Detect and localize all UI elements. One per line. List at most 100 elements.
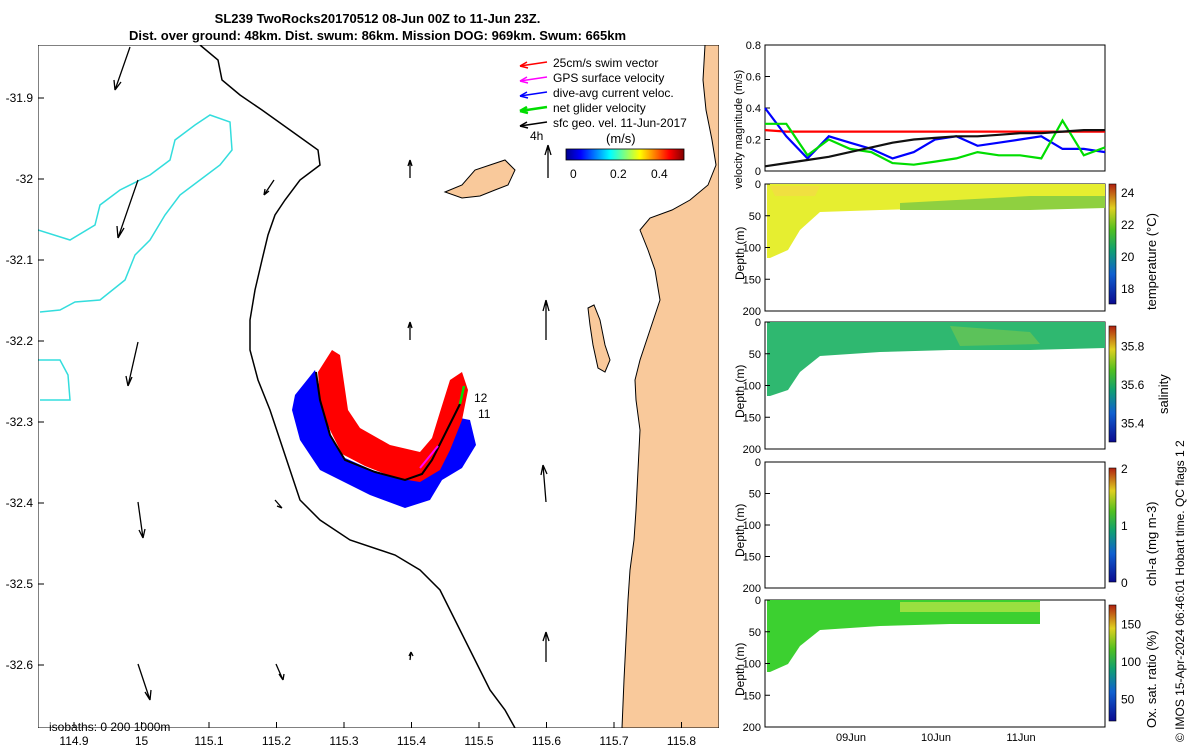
- colorbar-tick-label: 18: [1121, 282, 1135, 296]
- colorbar-tick-1: 0.2: [610, 167, 627, 181]
- colorbar-tick-0: 0: [570, 167, 577, 181]
- depth-tick-label: 150: [743, 274, 761, 286]
- imos-stamp: © IMOS 15-Apr-2024 06:46:01 Hobart time.…: [1173, 440, 1187, 742]
- legend-label: net glider velocity: [553, 101, 646, 115]
- glider-track: [315, 371, 461, 482]
- legend-arrowhead: [519, 76, 529, 84]
- map-x-tick-label: 115.3: [329, 734, 358, 748]
- depth-tick-label: 100: [743, 381, 761, 393]
- legend-arrowhead: [519, 91, 529, 99]
- colorbar-tick-label: 150: [1121, 618, 1141, 632]
- map-y-tick-label: -32.1: [6, 253, 34, 267]
- map-x-tick-label: 115.2: [262, 734, 291, 748]
- depth-tick-label: 0: [755, 179, 761, 191]
- map-x-tick-label: 115.7: [599, 734, 628, 748]
- time-label: 4h: [530, 129, 543, 143]
- chl-colorbar: [1108, 467, 1117, 583]
- legend-label: GPS surface velocity: [553, 71, 664, 85]
- colorbar-tick-label: 35.8: [1121, 339, 1145, 353]
- chl-cbar-label: chl-a (mg m-3): [1144, 501, 1159, 586]
- map-x-tick-label: 115.6: [532, 734, 561, 748]
- legend-swatch: [519, 76, 548, 82]
- map-x-tick-label: 115.8: [667, 734, 696, 748]
- plot-title-line1: SL239 TwoRocks20170512 08-Jun 00Z to 11-…: [214, 11, 541, 26]
- depth-tick-label: 150: [743, 412, 761, 424]
- temperature-colorbar: [1108, 183, 1117, 305]
- colorbar-tick-label: 1: [1121, 519, 1128, 533]
- depth-tick-label: 100: [743, 659, 761, 671]
- depth-tick-label: 100: [743, 243, 761, 255]
- sfc-geo-arrows: [113, 46, 552, 701]
- depth-tick-label: 200: [743, 583, 761, 595]
- day-label-11: 11: [478, 407, 491, 421]
- colorbar-tick-label: 50: [1121, 693, 1135, 707]
- isobath-200: [199, 45, 516, 728]
- chl-depth-label: Depth (m): [733, 503, 747, 557]
- salinity-colorbar: [1108, 325, 1117, 443]
- colorbar-ticks: 24 22 20 18 35.8 35.6 35.4 2 1 0 150 100 50: [1121, 186, 1145, 707]
- geo-arrow: [116, 179, 139, 239]
- velocity-line-net-glider-velocity: [765, 118, 1106, 166]
- colorbar-tick-label: 35.6: [1121, 378, 1145, 392]
- map-y-tick-label: -32.5: [6, 577, 34, 591]
- depth-tick-label: 50: [749, 627, 761, 639]
- legend-swatch: [519, 91, 548, 97]
- velocity-panel-frame: [764, 44, 1106, 172]
- colorbar-tick-label: 2: [1121, 462, 1128, 476]
- velocity-tick-label: 0.6: [746, 72, 761, 84]
- temperature-panel: [764, 183, 1106, 312]
- depth-tick-label: 0: [755, 317, 761, 329]
- legend-arrowhead: [519, 61, 529, 69]
- ox-depth-label: Depth (m): [733, 642, 747, 696]
- date-axis: 09Jun 10Jun 11Jun: [836, 732, 1036, 744]
- map-y-tick-label: -31.9: [6, 91, 34, 105]
- colorbar-tick-2: 0.4: [651, 167, 668, 181]
- section-axes: 0501001502000501001502000501001502000501…: [743, 179, 770, 734]
- sal-depth-label: Depth (m): [733, 364, 747, 418]
- isobath-1000: [38, 114, 233, 313]
- geo-arrow: [137, 663, 152, 701]
- date-tick-label: 11Jun: [1006, 732, 1035, 744]
- geo-arrow: [137, 501, 146, 539]
- map-y-axis: -31.9 -32 -32.1 -32.2 -32.3 -32.4 -32.5 -32.6: [6, 91, 44, 672]
- salinity-cbar-label: salinity: [1156, 374, 1171, 414]
- colorbar-tick-label: 22: [1121, 218, 1135, 232]
- velocity-ylabel: velocity magnitude (m/s): [733, 69, 745, 189]
- map-x-axis: 114.9 15 115.1 115.2 115.3 115.4 115.5 115.6 115…: [59, 722, 696, 748]
- colorbar-unit: (m/s): [606, 131, 636, 146]
- depth-tick-label: 50: [749, 211, 761, 223]
- isobaths-label: isobaths: 0 200 1000m: [49, 720, 170, 734]
- colorbar-tick-label: 20: [1121, 250, 1135, 264]
- colorbar-tick-label: 100: [1121, 655, 1141, 669]
- depth-tick-label: 0: [755, 595, 761, 607]
- legend-label: sfc geo. vel. 11-Jun-2017: [553, 116, 687, 130]
- geo-arrow: [274, 499, 283, 509]
- depth-tick-label: 200: [743, 444, 761, 456]
- oxygen-cbar-label: Ox. sat. ratio (%): [1144, 630, 1159, 728]
- geo-arrow: [542, 299, 550, 340]
- geo-arrow: [275, 663, 285, 681]
- temp-depth-label: Depth (m): [733, 226, 747, 280]
- day-label-12: 12: [474, 391, 488, 405]
- speed-colorbar: [565, 148, 685, 161]
- oxygen-panel: [764, 599, 1106, 728]
- colorbar-tick-label: 35.4: [1121, 417, 1145, 431]
- net-glider-velocity: [458, 385, 466, 405]
- isobath-1000b: [38, 359, 71, 401]
- depth-tick-label: 50: [749, 349, 761, 361]
- map-y-tick-label: -32.3: [6, 415, 34, 429]
- chl-panel: [764, 461, 1106, 589]
- map-y-tick-label: -32.2: [6, 334, 34, 348]
- island-garden: [587, 304, 611, 373]
- depth-tick-label: 50: [749, 489, 761, 501]
- plot-title-line2: Dist. over ground: 48km. Dist. swum: 86k…: [128, 28, 627, 43]
- legend-swatch: [519, 61, 548, 67]
- depth-tick-label: 200: [743, 722, 761, 734]
- velocity-tick-label: 0: [755, 166, 761, 178]
- map-x-tick-label: 114.9: [59, 734, 88, 748]
- land-mass: [621, 45, 719, 728]
- velocity-y-axis: 0 0.2 0.4 0.6 0.8: [746, 40, 770, 178]
- colorbar-tick-label: 24: [1121, 186, 1135, 200]
- colorbar-tick-label: 0: [1121, 576, 1128, 590]
